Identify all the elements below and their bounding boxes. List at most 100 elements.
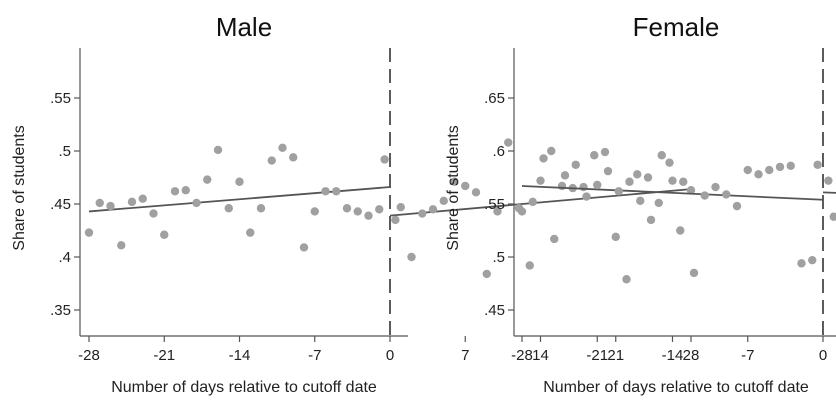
fit-line	[389, 188, 692, 217]
data-point	[590, 151, 599, 160]
data-point	[117, 241, 126, 250]
data-point	[668, 176, 677, 185]
data-point	[439, 196, 448, 206]
data-point	[375, 205, 384, 214]
data-point	[289, 153, 298, 162]
data-point	[299, 243, 309, 252]
data-point	[380, 155, 389, 164]
data-point	[582, 192, 591, 201]
data-point	[765, 165, 774, 175]
data-point	[600, 147, 610, 157]
data-point	[657, 151, 666, 160]
data-point	[364, 211, 373, 220]
data-point	[149, 209, 158, 218]
data-point	[246, 228, 255, 237]
data-point	[665, 158, 674, 167]
data-point	[84, 228, 94, 237]
data-point	[203, 175, 212, 184]
y-tick-label: .45	[50, 196, 71, 213]
data-point	[138, 194, 147, 203]
data-point	[571, 160, 580, 169]
data-point	[722, 190, 731, 199]
x-tick-label: -21	[586, 347, 608, 364]
data-point	[127, 197, 137, 207]
data-point	[732, 201, 742, 211]
data-point	[557, 181, 567, 191]
data-point	[808, 255, 817, 265]
x-tick-label: 21	[607, 347, 624, 364]
y-tick-label: .5	[58, 143, 71, 160]
data-point	[539, 154, 548, 163]
x-tick-label: -28	[78, 347, 100, 364]
data-point	[775, 162, 785, 172]
data-point	[407, 252, 416, 262]
y-tick-label: .45	[484, 302, 505, 319]
y-tick-label: .6	[492, 143, 505, 160]
data-point	[160, 230, 169, 239]
data-point	[813, 160, 822, 169]
panel-title: Male	[216, 12, 272, 42]
data-point	[170, 187, 180, 196]
data-point	[622, 275, 631, 284]
x-axis-title: Number of days relative to cutoff date	[111, 379, 377, 396]
data-point	[428, 205, 438, 214]
panel-title: Female	[633, 12, 720, 42]
data-point	[560, 171, 570, 180]
data-point	[342, 204, 352, 213]
data-point	[493, 207, 502, 216]
data-point	[643, 173, 653, 182]
data-point	[646, 215, 656, 225]
data-point	[829, 212, 836, 221]
data-point	[579, 182, 588, 192]
data-point	[450, 177, 459, 186]
data-point	[391, 215, 400, 225]
data-point	[700, 191, 709, 200]
x-tick-label: -14	[229, 347, 251, 364]
x-axis-title: Number of days relative to cutoff date	[543, 379, 809, 396]
data-point	[95, 198, 104, 208]
x-tick-label: -7	[741, 347, 754, 364]
data-point	[321, 187, 330, 196]
data-point	[461, 181, 470, 191]
data-point	[743, 165, 752, 175]
data-point	[528, 197, 537, 207]
data-point	[332, 187, 341, 196]
data-point	[593, 180, 602, 190]
data-point	[278, 143, 287, 153]
y-axis-title: Share of students	[11, 125, 28, 250]
data-point	[267, 156, 276, 165]
y-tick-label: .4	[58, 249, 71, 266]
data-point	[224, 204, 233, 213]
data-points	[517, 151, 836, 278]
data-point	[213, 145, 223, 155]
data-point	[711, 182, 720, 192]
data-point	[603, 166, 613, 176]
x-tick-label: -28	[511, 347, 533, 364]
y-axis-title: Share of students	[445, 125, 462, 250]
axis-ticks: .35 .4 .45 .5 .55 -28 -21 -14 -7 0 7 14 21 28	[50, 90, 699, 364]
female-panel: Female Number of days relative to cutoff…	[445, 12, 836, 396]
data-point	[633, 170, 642, 179]
data-point	[614, 187, 623, 196]
x-tick-label: 0	[819, 347, 827, 364]
data-point	[525, 261, 534, 270]
y-tick-label: .5	[492, 249, 505, 266]
data-point	[636, 196, 645, 206]
data-point	[676, 226, 685, 235]
data-point	[547, 146, 556, 156]
data-point	[418, 209, 427, 218]
x-tick-label: 14	[532, 347, 549, 364]
data-point	[256, 204, 266, 213]
data-point	[611, 232, 620, 242]
fit-line	[521, 185, 824, 201]
x-tick-label: -7	[308, 347, 321, 364]
x-tick-label: 28	[683, 347, 700, 364]
data-point	[824, 176, 833, 185]
data-point	[679, 177, 688, 186]
data-point	[192, 198, 201, 208]
data-point	[471, 188, 481, 197]
data-point	[686, 186, 696, 195]
x-tick-label: -21	[153, 347, 175, 364]
